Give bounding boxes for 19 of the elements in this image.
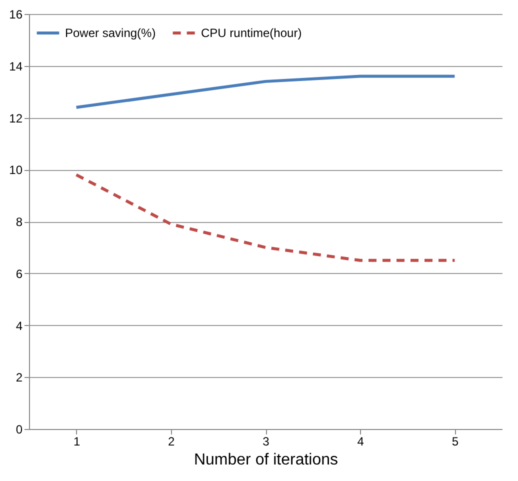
y-tick-label: 14 <box>9 59 23 74</box>
legend-label: Power saving(%) <box>65 26 156 40</box>
x-tick-label: 3 <box>262 434 270 448</box>
y-tick-label: 0 <box>16 422 23 436</box>
y-tick-label: 8 <box>16 215 23 229</box>
x-tick-label: 4 <box>357 434 364 448</box>
y-tick-label: 2 <box>16 370 23 385</box>
line-series <box>74 74 456 109</box>
y-tick-label: 12 <box>9 111 23 126</box>
y-tick-label: 10 <box>9 163 23 178</box>
y-tick-label: 6 <box>16 266 23 281</box>
x-tick-label: 5 <box>452 434 459 448</box>
line-series <box>74 173 456 262</box>
x-axis-title: Number of iterations <box>194 452 338 468</box>
y-tick-label: 4 <box>16 318 23 333</box>
x-tick-label: 1 <box>73 434 80 448</box>
y-tick-label: 16 <box>9 8 23 22</box>
x-tick-label: 2 <box>168 434 176 448</box>
legend-label: CPU runtime(hour) <box>201 26 302 40</box>
